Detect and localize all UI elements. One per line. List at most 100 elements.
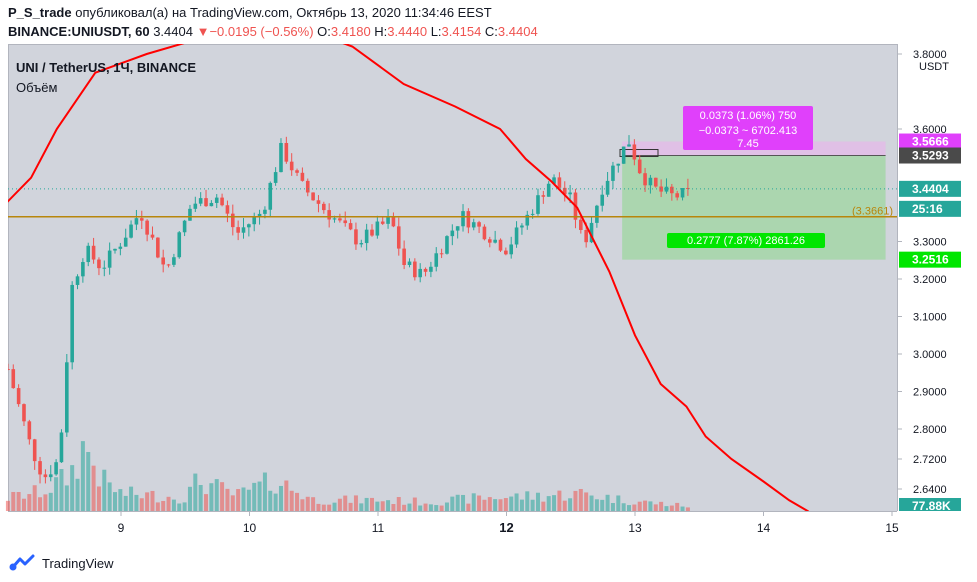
moving-average-line <box>8 44 810 511</box>
candle <box>653 177 658 188</box>
volume-bar <box>428 504 433 511</box>
volume-bar <box>332 502 337 511</box>
publish-text: опубликовал(а) на TradingView.com, Октяб… <box>75 5 492 20</box>
volume-bar <box>461 494 466 511</box>
entry-price-badge: 3.5293 <box>899 147 961 164</box>
candle <box>370 224 374 237</box>
volume-bar <box>204 494 209 511</box>
volume-bar <box>653 504 658 511</box>
candle <box>193 196 198 212</box>
footer-brand[interactable]: TradingView <box>8 553 114 573</box>
candle <box>445 235 449 255</box>
position-handle[interactable] <box>619 149 659 158</box>
author-name[interactable]: P_S_trade <box>8 5 72 20</box>
volume-bar <box>59 469 64 511</box>
volume-bar <box>134 494 139 511</box>
volume-bar <box>557 490 562 511</box>
price-chart[interactable]: UNI / TetherUS, 1Ч, BINANCE Объём 0.0373… <box>0 44 977 548</box>
volume-bar <box>54 477 59 511</box>
candle <box>150 226 155 240</box>
volume-bar <box>380 501 385 511</box>
price-axis[interactable] <box>897 44 977 511</box>
candle <box>396 217 401 256</box>
low-label: L: <box>430 24 442 39</box>
candle <box>311 192 315 201</box>
price-tick-label: 3.6000 <box>913 124 947 136</box>
volume-bar <box>21 498 26 511</box>
volume-bar <box>482 499 487 511</box>
volume-bar <box>407 503 412 511</box>
volume-bar <box>562 500 567 511</box>
candle <box>220 193 224 207</box>
volume-bar <box>348 502 353 511</box>
svg-text:25:16: 25:16 <box>912 202 943 216</box>
volume-bar <box>444 502 449 511</box>
candle <box>552 174 556 185</box>
candle <box>91 237 96 264</box>
volume-bar <box>669 505 674 511</box>
volume-bar <box>70 465 75 511</box>
candle <box>439 248 444 259</box>
volume-bar <box>632 504 637 511</box>
volume-bar <box>48 492 53 511</box>
volume-bar <box>32 485 37 511</box>
volume-bar <box>605 494 610 511</box>
volume-bar <box>359 503 364 511</box>
volume-bar <box>396 497 401 511</box>
volume-bar <box>300 499 305 511</box>
volume-bar <box>257 481 262 511</box>
time-axis[interactable] <box>0 511 977 548</box>
candle <box>118 242 123 256</box>
candle <box>279 138 283 173</box>
volume-bar <box>450 496 455 511</box>
volume-bar <box>96 486 101 511</box>
candlesticks <box>8 135 690 484</box>
position-stop-text: 0.2777 (7.87%) 2861.26 <box>687 235 805 247</box>
candle <box>402 240 406 270</box>
candle <box>600 185 605 212</box>
svg-text:77.88K: 77.88K <box>912 499 951 513</box>
candle <box>541 190 546 204</box>
volume-bar <box>262 472 267 511</box>
volume-bar <box>487 497 492 511</box>
publish-info: P_S_trade опубликовал(а) на TradingView.… <box>8 5 492 20</box>
candle <box>209 200 214 207</box>
candle <box>97 257 101 276</box>
volume-bar <box>659 501 664 511</box>
close-value: 3.4404 <box>497 24 538 39</box>
candle <box>86 242 91 267</box>
volume-bar <box>616 495 621 511</box>
candle <box>343 211 348 227</box>
candle <box>188 204 192 221</box>
volume-bar <box>434 505 439 511</box>
candle <box>16 384 21 407</box>
candle <box>38 456 42 484</box>
volume-bar <box>643 500 648 511</box>
candle <box>247 223 251 237</box>
last-price-badge: 3.4404 <box>899 180 961 197</box>
volume-bar <box>209 483 214 511</box>
close-label: C: <box>484 24 498 39</box>
candle <box>643 167 647 192</box>
volume-bar <box>375 501 380 511</box>
volume-bar <box>514 493 519 511</box>
stop-price-badge: 3.2516 <box>899 251 961 268</box>
candle <box>525 210 530 230</box>
volume-bar <box>471 493 476 511</box>
candle <box>139 210 144 230</box>
candle <box>225 200 230 223</box>
time-tick-label: 11 <box>372 521 385 535</box>
high-label: H: <box>374 24 388 39</box>
volume-bar <box>466 503 471 511</box>
open-label: O: <box>317 24 331 39</box>
candle <box>471 218 476 231</box>
volume-bar <box>284 480 289 511</box>
tradingview-logo-icon <box>9 554 35 571</box>
candle <box>295 168 299 177</box>
candle <box>145 219 149 242</box>
volume-bar <box>161 500 166 511</box>
volume-bar <box>91 465 96 511</box>
candle <box>32 438 37 470</box>
time-tick-label: 15 <box>885 521 899 535</box>
candle <box>627 135 631 147</box>
